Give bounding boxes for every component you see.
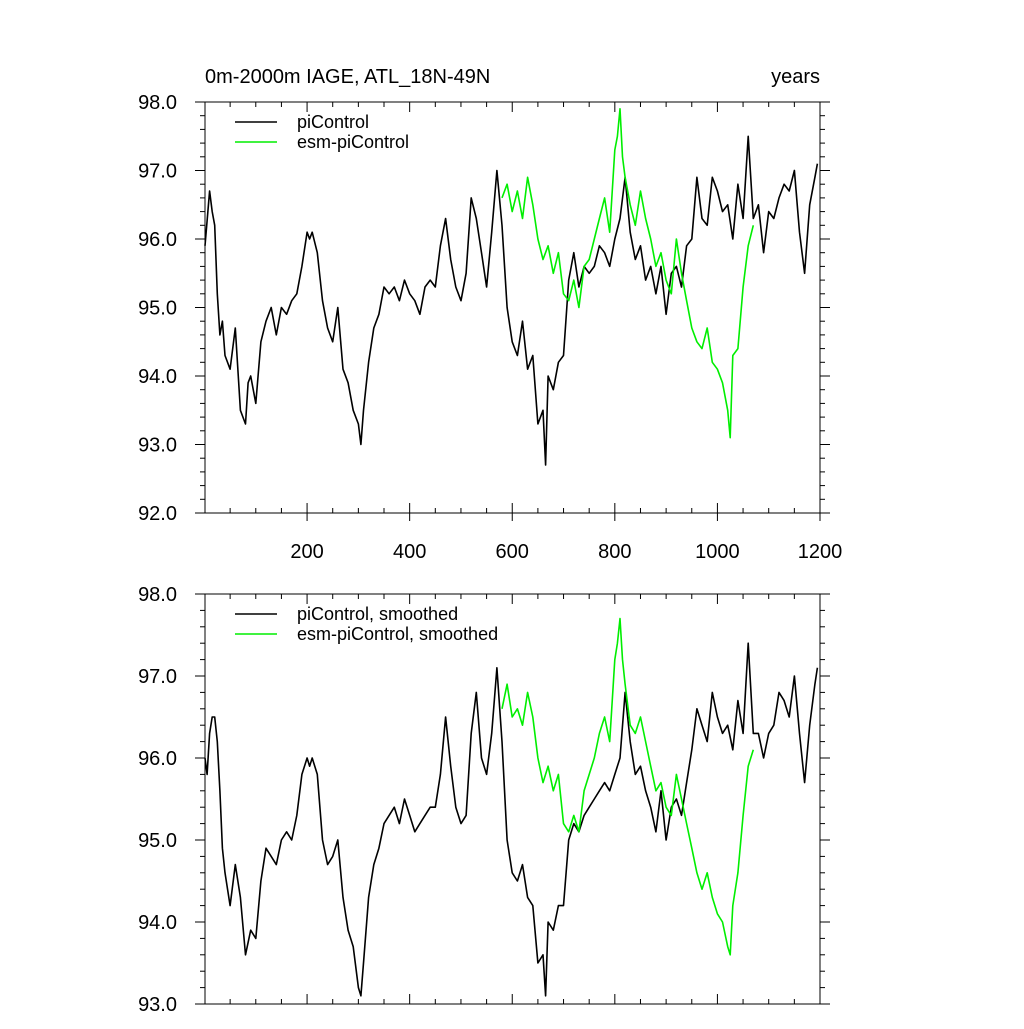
series-line-esm-picontrol bbox=[501, 108, 755, 439]
y-tick-label: 96.0 bbox=[138, 748, 177, 770]
x-tick-label: 1200 bbox=[798, 541, 843, 563]
y-tick-label: 97.0 bbox=[138, 666, 177, 688]
legend-label: esm-piControl, smoothed bbox=[297, 624, 498, 644]
y-tick-label: 95.0 bbox=[138, 298, 177, 320]
x-tick-label: 400 bbox=[393, 541, 426, 563]
y-tick-label: 97.0 bbox=[138, 161, 177, 183]
legend-label: esm-piControl bbox=[297, 132, 409, 152]
y-tick-label: 93.0 bbox=[138, 435, 177, 457]
y-tick-label: 94.0 bbox=[138, 366, 177, 388]
x-tick-label: 200 bbox=[290, 541, 323, 563]
y-tick-label: 98.0 bbox=[138, 584, 177, 606]
series-line-esm-picontrol bbox=[501, 617, 755, 956]
y-tick-label: 94.0 bbox=[138, 912, 177, 934]
y-tick-label: 96.0 bbox=[138, 229, 177, 251]
series-line-picontrol bbox=[204, 135, 819, 466]
series-line-picontrol bbox=[204, 642, 819, 997]
y-tick-label: 98.0 bbox=[138, 92, 177, 114]
y-tick-label: 95.0 bbox=[138, 830, 177, 852]
y-tick-label: 93.0 bbox=[138, 994, 177, 1016]
top-panel: 0m-2000m IAGE, ATL_18N-49N years 92.0 93.… bbox=[138, 66, 842, 563]
y-tick-label: 92.0 bbox=[138, 503, 177, 525]
plot-frame bbox=[204, 593, 821, 1005]
legend-label: piControl bbox=[297, 112, 369, 132]
x-tick-label: 1000 bbox=[695, 541, 740, 563]
x-tick-label: 600 bbox=[496, 541, 529, 563]
chart-title-right: years bbox=[771, 66, 820, 88]
legend-label: piControl, smoothed bbox=[297, 604, 458, 624]
x-tick-label: 800 bbox=[598, 541, 631, 563]
plot-frame bbox=[204, 101, 821, 514]
bottom-panel: 93.0 94.0 95.0 96.0 97.0 98.0 piControl, smoot… bbox=[138, 584, 830, 1016]
chart-title: 0m-2000m IAGE, ATL_18N-49N bbox=[205, 66, 490, 88]
